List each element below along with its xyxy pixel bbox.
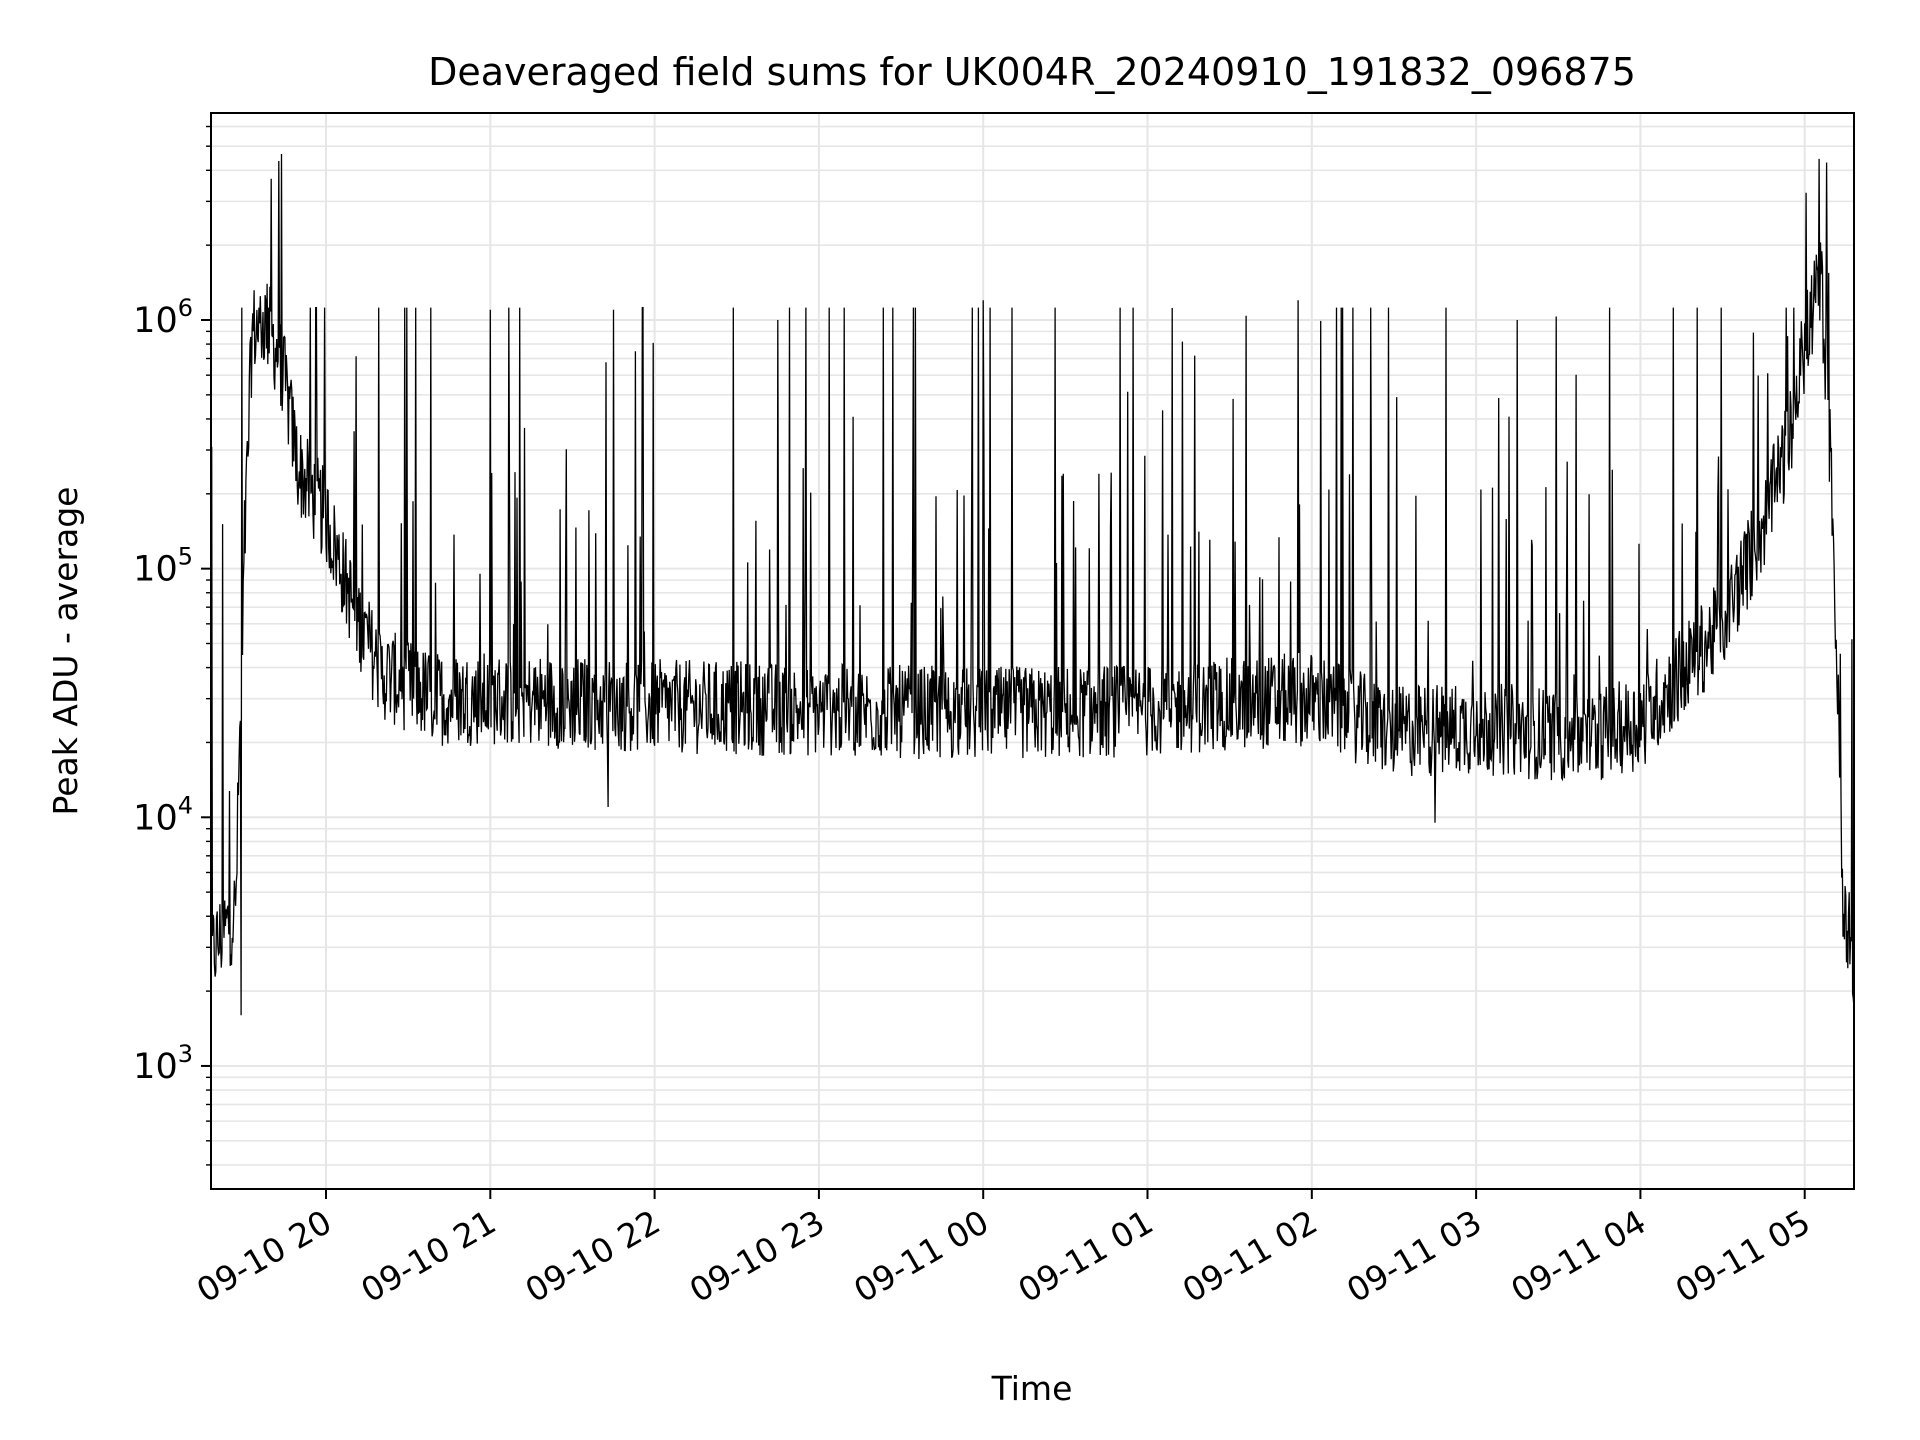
y-tick-exponent: 3 (178, 1040, 193, 1068)
series-layer (210, 153, 1855, 1016)
grid-lines (211, 113, 1854, 1189)
y-tick-base: 10 (133, 798, 178, 838)
y-tick-exponent: 4 (178, 791, 193, 819)
y-tick-base: 10 (133, 301, 178, 341)
series-line (210, 153, 1855, 1016)
y-tick-exponent: 6 (178, 294, 193, 322)
y-axis-label: Peak ADU - average (46, 487, 85, 816)
y-tick-base: 10 (133, 550, 178, 590)
y-tick-label: 103 (133, 1040, 193, 1087)
y-tick-base: 10 (133, 1047, 178, 1087)
y-tick-label: 104 (133, 791, 193, 838)
y-tick-label: 105 (133, 543, 193, 590)
y-tick-label: 106 (133, 294, 193, 341)
y-tick-exponent: 5 (178, 543, 193, 571)
plot-frame (210, 112, 1855, 1190)
chart-title: Deaveraged field sums for UK004R_2024091… (428, 50, 1636, 94)
x-axis-label: Time (991, 1369, 1073, 1408)
